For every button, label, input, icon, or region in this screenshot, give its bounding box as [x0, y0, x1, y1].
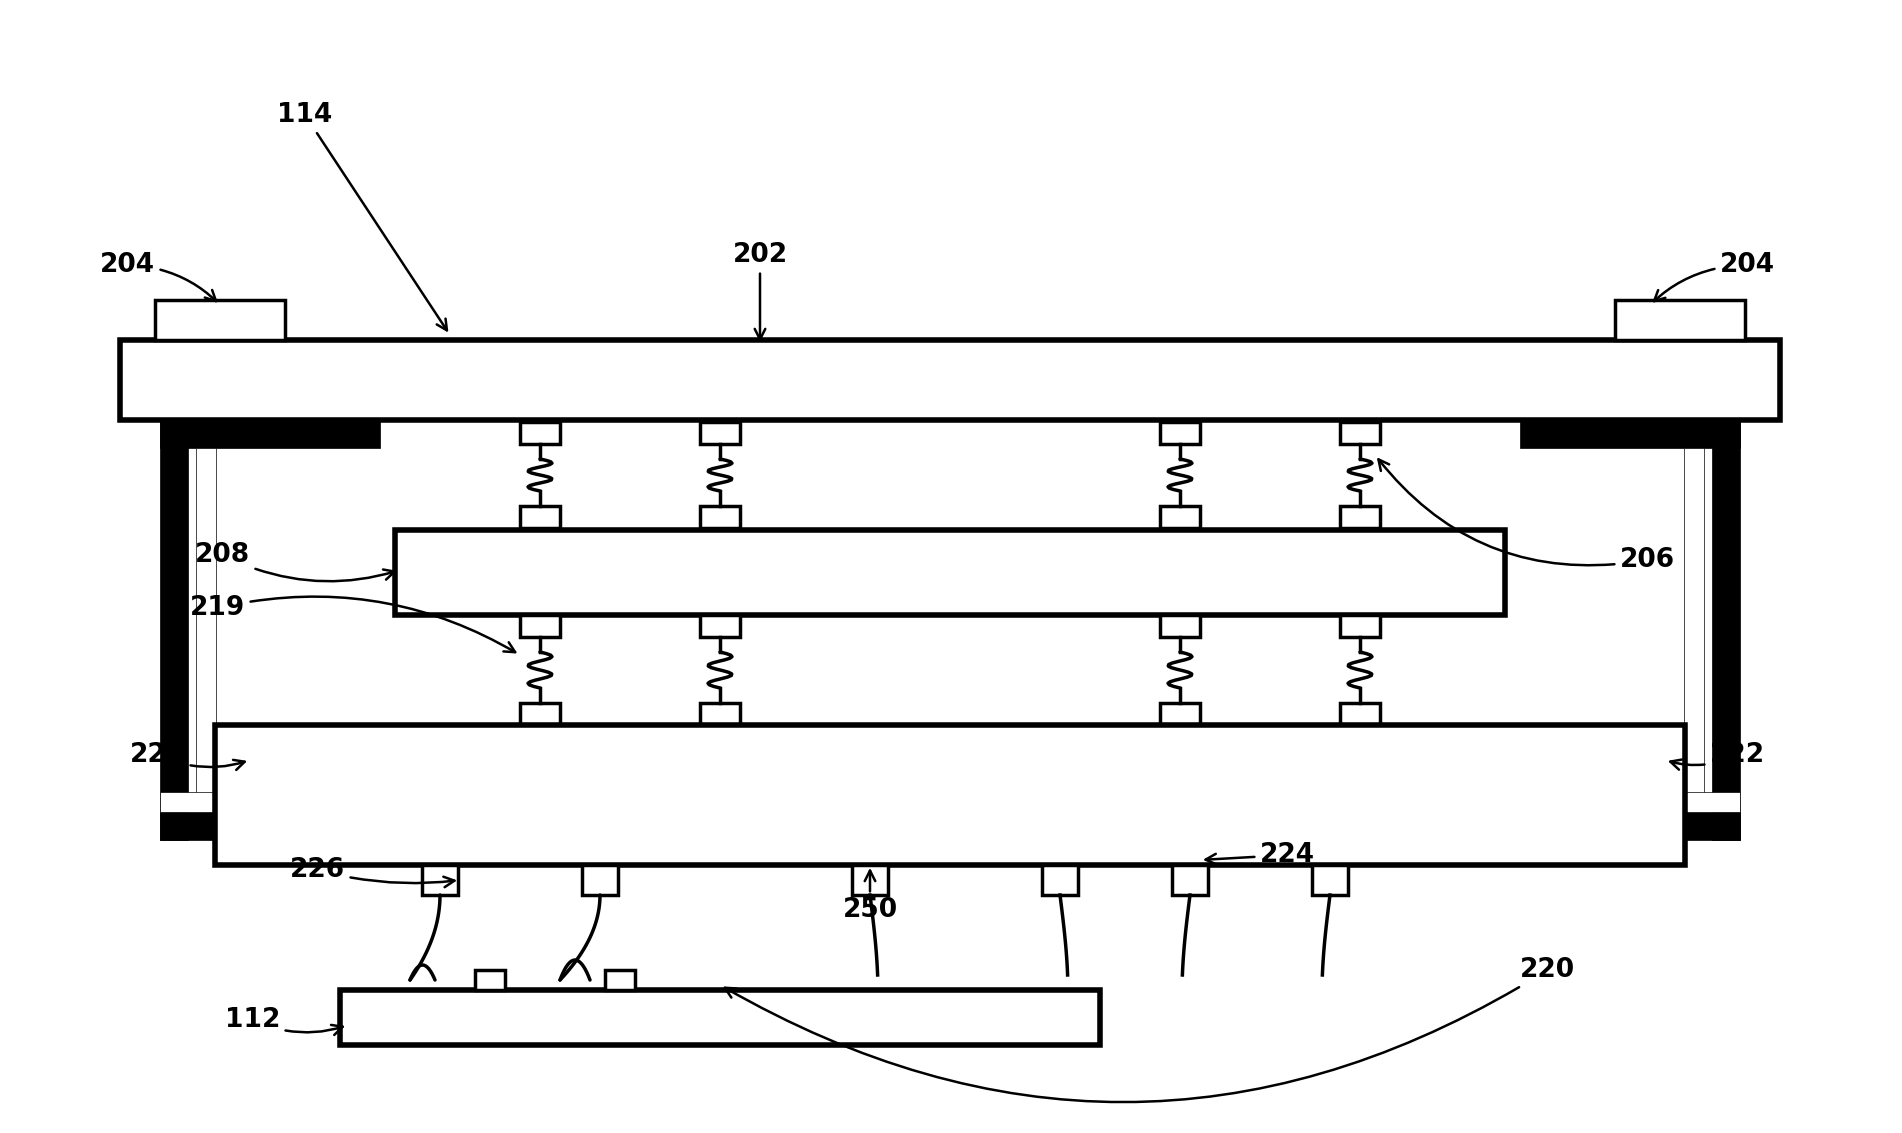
Text: 112: 112 — [224, 1007, 342, 1034]
Bar — [1160, 421, 1200, 444]
Bar — [700, 702, 740, 725]
Bar — [700, 506, 740, 528]
Bar — [1341, 615, 1381, 637]
Bar — [120, 340, 1780, 420]
Text: 206: 206 — [1379, 459, 1676, 573]
Bar — [340, 990, 1099, 1045]
Bar — [1160, 615, 1200, 637]
Bar — [1160, 506, 1200, 528]
Bar — [852, 864, 888, 895]
Bar — [476, 970, 506, 990]
Bar — [1615, 300, 1744, 340]
Bar — [154, 300, 285, 340]
Bar — [160, 812, 1740, 840]
Bar — [700, 421, 740, 444]
Bar — [1712, 420, 1740, 840]
Text: 222: 222 — [1670, 742, 1765, 769]
Bar — [160, 420, 188, 840]
Bar — [160, 420, 380, 448]
Text: 204: 204 — [1655, 252, 1775, 301]
Text: 202: 202 — [732, 242, 787, 340]
Bar — [1636, 792, 1740, 812]
Bar — [1172, 864, 1208, 895]
Bar — [1341, 506, 1381, 528]
Text: 208: 208 — [194, 542, 394, 581]
Bar — [1312, 864, 1349, 895]
Bar — [582, 864, 618, 895]
Text: 222: 222 — [129, 742, 245, 770]
Bar — [605, 970, 635, 990]
Bar — [196, 448, 217, 796]
Bar — [700, 615, 740, 637]
Bar — [519, 421, 559, 444]
Text: 220: 220 — [725, 957, 1575, 1102]
Bar — [1341, 421, 1381, 444]
Text: 114: 114 — [278, 102, 447, 331]
Bar — [215, 725, 1685, 864]
Bar — [1341, 702, 1381, 725]
Bar — [422, 864, 458, 895]
Bar — [1683, 448, 1704, 796]
Bar — [519, 615, 559, 637]
Text: 219: 219 — [190, 595, 515, 653]
Bar — [396, 530, 1504, 615]
Bar — [1160, 702, 1200, 725]
Text: 224: 224 — [1206, 842, 1314, 868]
Text: 226: 226 — [289, 857, 455, 887]
Text: 250: 250 — [843, 870, 898, 923]
Bar — [519, 702, 559, 725]
Bar — [519, 506, 559, 528]
Bar — [160, 792, 236, 812]
Bar — [1520, 420, 1740, 448]
Text: 204: 204 — [101, 252, 217, 301]
Bar — [1042, 864, 1078, 895]
